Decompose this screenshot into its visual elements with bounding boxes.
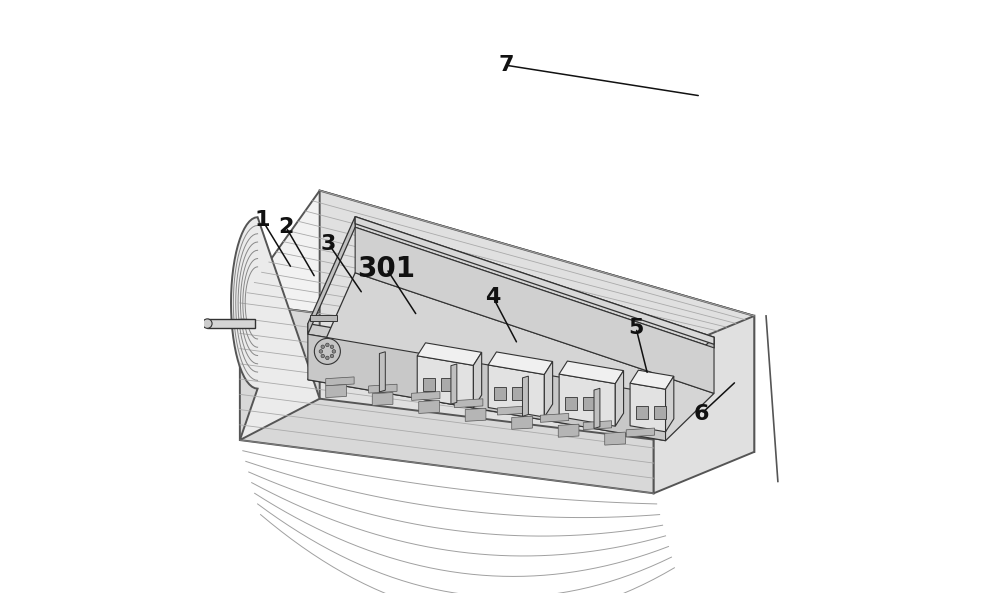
Text: 4: 4 [485, 287, 501, 307]
Polygon shape [412, 391, 440, 400]
Polygon shape [419, 400, 439, 413]
Polygon shape [583, 421, 612, 429]
Text: 301: 301 [357, 255, 415, 283]
Polygon shape [455, 399, 483, 407]
Polygon shape [654, 316, 754, 493]
Circle shape [321, 345, 325, 349]
Polygon shape [417, 356, 473, 408]
Polygon shape [488, 365, 544, 417]
Polygon shape [544, 362, 553, 417]
Polygon shape [441, 378, 453, 391]
Polygon shape [654, 406, 666, 419]
Polygon shape [240, 191, 754, 358]
Circle shape [314, 339, 340, 364]
Polygon shape [308, 334, 666, 441]
Polygon shape [626, 428, 655, 437]
Polygon shape [540, 413, 569, 422]
Polygon shape [240, 303, 654, 493]
Circle shape [326, 343, 329, 347]
Polygon shape [231, 217, 320, 440]
Circle shape [326, 356, 329, 360]
Polygon shape [372, 393, 393, 406]
Polygon shape [355, 228, 714, 393]
Circle shape [319, 350, 323, 353]
Polygon shape [605, 432, 625, 445]
Polygon shape [417, 343, 482, 365]
Polygon shape [488, 352, 553, 374]
Polygon shape [308, 217, 355, 334]
Text: 7: 7 [498, 55, 514, 75]
Circle shape [321, 354, 325, 358]
Circle shape [332, 350, 336, 353]
Text: 2: 2 [278, 217, 294, 237]
Polygon shape [512, 416, 532, 429]
Polygon shape [423, 378, 435, 391]
Polygon shape [355, 217, 714, 345]
Polygon shape [583, 397, 595, 409]
Text: 1: 1 [255, 210, 270, 230]
Polygon shape [369, 384, 397, 393]
Circle shape [330, 354, 334, 358]
Polygon shape [594, 388, 600, 428]
Polygon shape [207, 320, 255, 328]
Polygon shape [473, 352, 482, 408]
Polygon shape [497, 406, 526, 415]
Polygon shape [379, 352, 385, 392]
Polygon shape [559, 374, 615, 426]
Polygon shape [326, 377, 354, 386]
Polygon shape [615, 371, 624, 426]
Circle shape [203, 319, 212, 328]
Polygon shape [666, 337, 714, 395]
Polygon shape [512, 387, 524, 400]
Polygon shape [558, 424, 579, 437]
Polygon shape [522, 376, 528, 416]
Polygon shape [326, 384, 346, 397]
Circle shape [330, 345, 334, 349]
Polygon shape [451, 364, 457, 404]
Polygon shape [630, 370, 674, 389]
Polygon shape [494, 387, 506, 400]
Polygon shape [320, 191, 754, 452]
Text: 5: 5 [628, 318, 644, 338]
Polygon shape [355, 217, 714, 348]
Polygon shape [559, 361, 624, 384]
Text: 6: 6 [693, 404, 709, 424]
Polygon shape [630, 383, 666, 432]
Polygon shape [636, 406, 648, 419]
Polygon shape [308, 273, 714, 441]
Polygon shape [666, 376, 674, 432]
Polygon shape [310, 315, 337, 321]
Text: 3: 3 [321, 234, 336, 254]
Polygon shape [565, 397, 577, 409]
Polygon shape [308, 324, 666, 395]
Polygon shape [465, 408, 486, 421]
